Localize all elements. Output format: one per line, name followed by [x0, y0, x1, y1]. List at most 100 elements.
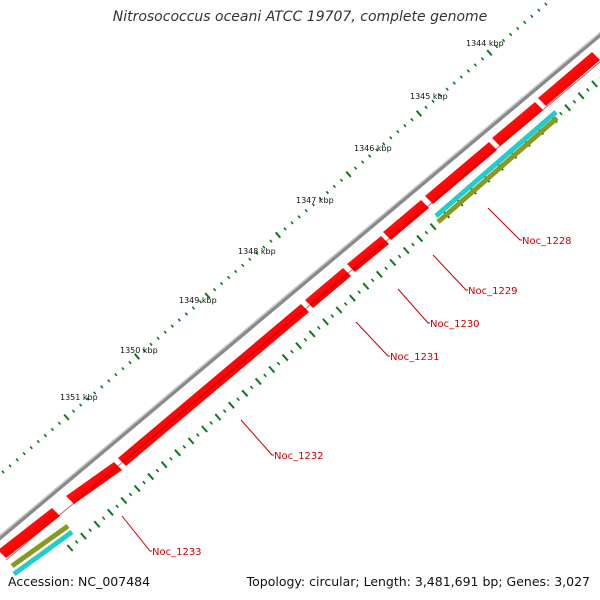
gene-block-1228[interactable] [538, 52, 600, 106]
scale-tick [276, 361, 281, 366]
scale-tick [362, 282, 370, 290]
scale-tick [330, 314, 335, 318]
scale-labels: 1344 kbp 1345 kbp 1346 kbp 1347 kbp 1348… [60, 39, 504, 402]
scale-tick [304, 208, 308, 213]
scale-tick [384, 266, 388, 271]
scale-tick [295, 342, 303, 350]
scale-tick [241, 389, 249, 397]
scale-tick [564, 104, 572, 112]
gene-label-noc-1231[interactable]: Noc_1231 [390, 352, 440, 363]
scale-tick [501, 38, 506, 43]
scale-tick [63, 413, 70, 421]
scale-tick [254, 377, 262, 386]
callout-line [240, 419, 274, 456]
callout-line [121, 515, 152, 552]
gene-block-1228b[interactable] [492, 102, 543, 146]
genome-backbone [0, 31, 600, 541]
scale-tick [115, 504, 119, 509]
cds-track-shadow [5, 61, 600, 561]
scale-tick [537, 8, 541, 12]
scale-tick [74, 540, 79, 544]
scale-tick [466, 69, 471, 73]
scale-tick [174, 449, 182, 457]
scale-tick [415, 110, 423, 117]
scale-tick [169, 456, 173, 461]
accession-text: Accession: NC_007484 [8, 574, 151, 589]
gene-label-noc-1230[interactable]: Noc_1230 [430, 319, 480, 330]
outer-tick-row [1, 2, 548, 474]
scale-tick [370, 278, 375, 283]
scale-tick [71, 409, 76, 413]
callout-line [355, 321, 390, 357]
scale-tick [66, 544, 74, 552]
gene-label-noc-1228[interactable]: Noc_1228 [522, 236, 572, 247]
scale-tick [325, 190, 330, 195]
scale-tick [120, 496, 128, 505]
scale-tick [142, 480, 146, 485]
gene-label-noc-1233[interactable]: Noc_1233 [152, 547, 202, 558]
scale-tick [177, 318, 181, 322]
scale-tick [248, 257, 252, 262]
scale-tick [544, 2, 548, 6]
gene-label-noc-1229[interactable]: Noc_1229 [468, 286, 518, 297]
gene-block-1229[interactable] [383, 200, 429, 240]
cyan-feature-top[interactable] [434, 110, 558, 218]
scale-tick [335, 306, 343, 314]
scale-tick [452, 81, 456, 85]
scale-tick [93, 391, 97, 395]
scale-tick [88, 528, 92, 533]
scale-tick [416, 234, 424, 243]
scale-tick [100, 385, 104, 389]
gene-label-noc-1232[interactable]: Noc_1232 [274, 451, 324, 462]
scale-tick [128, 360, 132, 365]
olive-feature-bottom[interactable] [10, 523, 70, 569]
scale-label: 1345 kbp [410, 92, 448, 101]
scale-tick [367, 154, 372, 158]
scale-tick [198, 300, 203, 304]
scale-tick [107, 379, 111, 383]
gene-block-1231[interactable] [305, 268, 351, 308]
scale-tick [43, 433, 48, 438]
feature-track [10, 110, 559, 577]
gene-block-1228c[interactable] [425, 142, 497, 204]
scale-tick [473, 63, 478, 67]
scale-tick [121, 366, 125, 371]
scale-tick [516, 26, 520, 31]
scale-tick [262, 245, 266, 249]
scale-tick [332, 184, 337, 189]
gene-block-1230[interactable] [347, 236, 389, 272]
scale-tick [429, 223, 437, 231]
scale-tick [445, 87, 449, 91]
scale-tick [93, 520, 101, 528]
scale-tick [431, 99, 435, 104]
scale-tick [101, 516, 106, 521]
scale-tick [297, 215, 301, 219]
scale-tick [191, 306, 196, 310]
scale-tick [160, 461, 168, 469]
scale-label: 1344 kbp [466, 39, 504, 48]
callout-line [487, 207, 522, 241]
scale-tick [523, 20, 527, 25]
scale-tick [155, 468, 160, 473]
scale-tick [290, 349, 294, 354]
gene-block-1233[interactable] [0, 508, 60, 558]
scale-tick [403, 123, 407, 128]
scale-tick [106, 508, 114, 516]
gene-block-1232b[interactable] [66, 462, 122, 504]
scale-tick [586, 87, 590, 92]
map-title: Nitrosococcus oceani ATCC 19707, complet… [112, 9, 488, 25]
scale-tick [572, 99, 577, 104]
scale-tick [424, 230, 429, 235]
olive-feature-top[interactable] [436, 116, 559, 224]
scale-tick [149, 342, 153, 347]
scale-tick [530, 14, 534, 19]
scale-label: 1347 kbp [296, 196, 334, 205]
scale-tick [486, 49, 493, 57]
scale-tick [274, 231, 282, 239]
scale-tick [78, 403, 83, 407]
scale-tick [196, 433, 200, 437]
cyan-feature-bottom[interactable] [12, 529, 74, 577]
scale-tick [15, 458, 19, 462]
